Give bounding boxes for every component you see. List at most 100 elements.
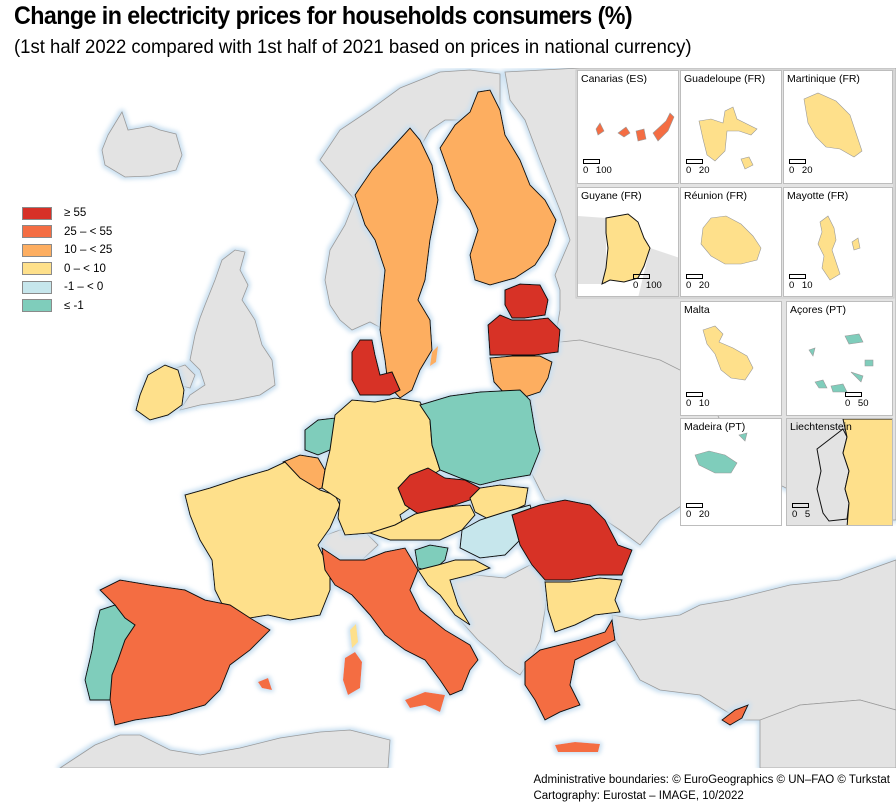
inset-title: Liechtenstein (790, 421, 852, 433)
scale-bar-label: 0 20 (686, 280, 710, 291)
inset-region-shape (817, 215, 861, 281)
inset-map (808, 333, 874, 393)
legend-item: 10 – < 25 (22, 241, 112, 260)
inset-region-shape (808, 333, 874, 393)
legend-label: ≥ 55 (64, 207, 87, 220)
inset-region-shape (694, 432, 748, 474)
country-croatia (417, 559, 492, 626)
inset-region-shape (700, 215, 762, 265)
legend-label: 0 – < 10 (64, 262, 106, 275)
scale-bar-label: 0 10 (789, 280, 813, 291)
inset-r-union-fr: Réunion (FR) 0 20 (680, 187, 782, 297)
country-crete (555, 742, 600, 752)
scale-bar-graphic (789, 274, 806, 279)
inset-guadeloupe-fr: Guadeloupe (FR) 0 20 (680, 70, 782, 184)
inset-map (698, 106, 758, 170)
country-poland (419, 389, 541, 486)
country-denmark (351, 339, 401, 396)
scale-bar: 0 5 (792, 503, 810, 520)
inset-region-shape (601, 213, 651, 285)
land-north-africa (59, 729, 391, 768)
legend-item: 25 – < 55 (22, 223, 112, 242)
chart-title: Change in electricity prices for househo… (14, 2, 633, 30)
legend-item: -1 – < 0 (22, 278, 112, 297)
legend-swatch (22, 243, 52, 257)
scale-bar: 0 20 (686, 503, 710, 520)
scale-bar: 0 100 (583, 159, 612, 176)
land-balkans (449, 564, 549, 676)
inset-canarias-es: Canarias (ES) 0 100 (577, 70, 679, 184)
country-cyprus (721, 704, 749, 726)
legend-label: ≤ -1 (64, 299, 84, 312)
country-sicily (405, 692, 445, 712)
country-greece (524, 618, 616, 721)
legend-item: ≥ 55 (22, 204, 112, 223)
scale-bar-graphic (792, 503, 809, 508)
scale-bar: 0 20 (686, 159, 710, 176)
country-gotland (430, 346, 438, 366)
scale-bar-graphic (583, 159, 600, 164)
inset-region-shape (842, 419, 892, 525)
scale-bar-label: 0 100 (583, 165, 612, 176)
inset-title: Açores (PT) (790, 304, 847, 316)
country-balearics (258, 678, 272, 690)
scale-bar: 0 20 (789, 159, 813, 176)
scale-bar-graphic (686, 274, 703, 279)
scale-bar-graphic (633, 274, 650, 279)
country-portugal (84, 604, 136, 701)
scale-bar: 0 20 (686, 274, 710, 291)
scale-bar-label: 0 5 (792, 509, 811, 520)
scale-bar-graphic (845, 392, 862, 397)
scale-bar-label: 0 100 (633, 280, 662, 291)
legend-item: 0 – < 10 (22, 260, 112, 279)
credits: Administrative boundaries: © EuroGeograp… (533, 772, 890, 804)
scale-bar-label: 0 20 (686, 165, 710, 176)
legend-swatch (22, 280, 52, 294)
country-sardinia (343, 652, 362, 695)
scale-bar-graphic (686, 159, 703, 164)
scale-bar: 0 100 (633, 274, 662, 291)
legend-swatch (22, 262, 52, 276)
neighbour-land (578, 216, 678, 296)
land-iceland (101, 111, 183, 178)
country-ireland (135, 364, 185, 421)
legend-swatch (22, 225, 52, 239)
land-middle-east (759, 699, 896, 768)
legend-label: 25 – < 55 (64, 225, 113, 238)
inset-guyane-fr: Guyane (FR) 0 100 (577, 187, 679, 297)
credits-cartography: Cartography: Eurostat – IMAGE, 10/2022 (533, 790, 744, 802)
neighbour-land (816, 428, 850, 522)
land-uk (179, 249, 276, 411)
inset-map (702, 325, 754, 381)
legend-label: 10 – < 25 (64, 244, 113, 257)
inset-map (700, 215, 762, 265)
credits-boundaries: Administrative boundaries: © EuroGeograp… (533, 774, 890, 786)
inset-title: Martinique (FR) (787, 73, 860, 85)
legend: ≥ 55 25 – < 55 10 – < 25 0 – < 10 -1 – < 0 ≤ … (22, 204, 112, 315)
scale-bar: 0 50 (845, 392, 869, 409)
scale-bar-label: 0 10 (686, 398, 710, 409)
scale-bar: 0 10 (686, 392, 710, 409)
scale-bar-label: 0 50 (845, 398, 869, 409)
country-latvia (487, 314, 561, 356)
country-austria (368, 504, 476, 541)
inset-map (694, 432, 748, 474)
inset-title: Réunion (FR) (684, 190, 748, 202)
inset-malta: Malta 0 10 (680, 301, 782, 416)
inset-region-shape (595, 112, 675, 142)
inset-mayotte-fr: Mayotte (FR) 0 10 (783, 187, 893, 297)
legend-item: ≤ -1 (22, 297, 112, 316)
inset-map (595, 112, 675, 142)
country-finland (439, 89, 557, 286)
country-lithuania (489, 355, 553, 399)
inset-title: Guadeloupe (FR) (684, 73, 766, 85)
legend-label: -1 – < 0 (64, 281, 104, 294)
scale-bar: 0 10 (789, 274, 813, 291)
inset-map (816, 419, 892, 525)
inset-title: Mayotte (FR) (787, 190, 849, 202)
inset-title: Guyane (FR) (581, 190, 642, 202)
country-germany (321, 397, 441, 536)
legend-swatch (22, 206, 52, 220)
inset-region-shape (803, 92, 863, 158)
scale-bar-graphic (789, 159, 806, 164)
